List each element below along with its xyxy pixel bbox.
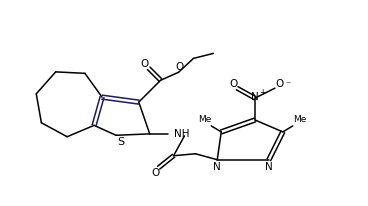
Text: S: S — [117, 137, 124, 147]
Text: N: N — [265, 162, 273, 172]
Text: O: O — [176, 62, 184, 72]
Text: N: N — [213, 162, 221, 172]
Text: N: N — [251, 92, 259, 102]
Text: O: O — [276, 79, 284, 89]
Text: ⁻: ⁻ — [285, 80, 290, 90]
Text: NH: NH — [174, 129, 189, 139]
Text: Me: Me — [198, 116, 211, 124]
Text: O: O — [229, 79, 237, 89]
Text: Me: Me — [293, 116, 307, 124]
Text: O: O — [152, 168, 160, 178]
Text: +: + — [259, 88, 265, 97]
Text: O: O — [141, 59, 149, 69]
